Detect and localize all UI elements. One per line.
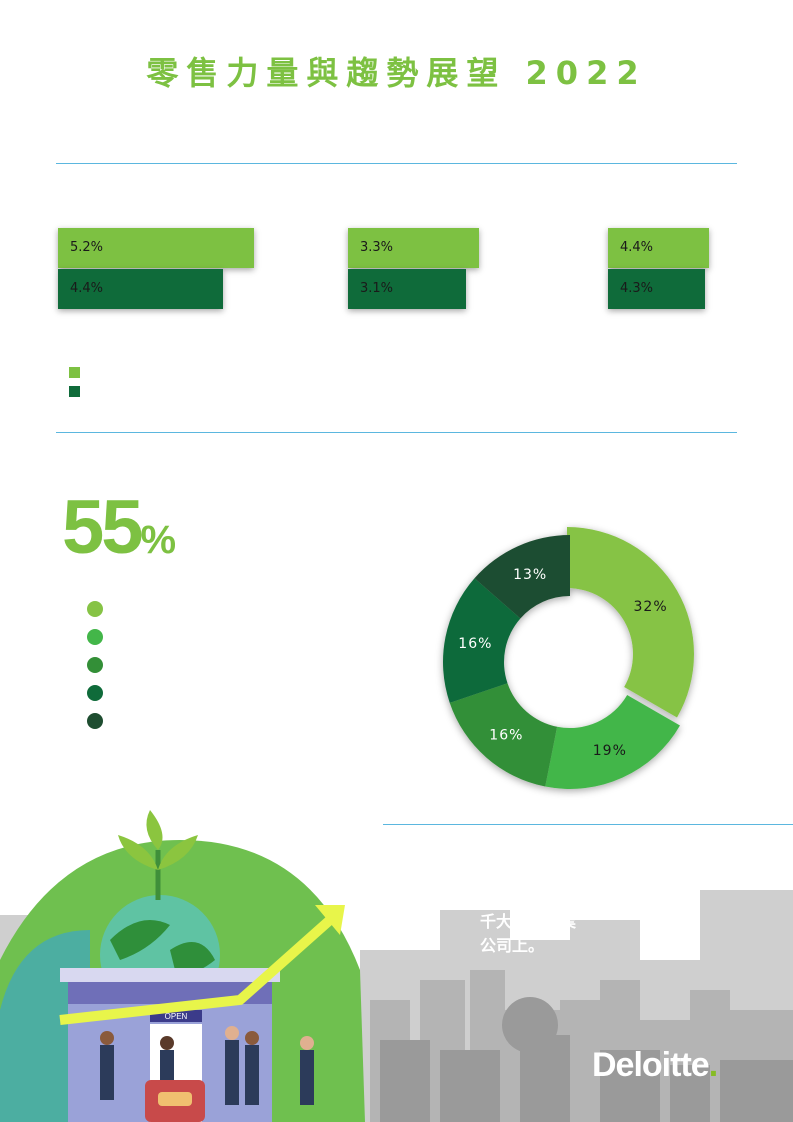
growth-bar-light-1: 5.2% <box>58 228 254 268</box>
legend-dot-2 <box>87 629 103 645</box>
divider-bottom <box>383 824 793 825</box>
donut-label-3: 16% <box>489 728 523 744</box>
deloitte-logo: Deloitte. <box>592 1046 719 1085</box>
donut-label-5: 13% <box>513 567 547 583</box>
donut-slice-5 <box>474 535 570 619</box>
footer-text-line-1: 千大零售企業 <box>480 912 577 931</box>
logo-wordmark: Deloitte <box>592 1046 710 1084</box>
divider-middle <box>56 432 737 433</box>
growth-bar-dark-3: 4.3% <box>608 269 705 309</box>
footer-text: 千大零售企業 公司上。 <box>480 910 740 958</box>
donut-slice-2 <box>545 695 680 790</box>
legend-dot-1 <box>87 601 103 617</box>
headline-percentage: 55% <box>62 484 176 571</box>
legend-swatch-dark <box>69 386 80 397</box>
donut-label-2: 19% <box>593 743 627 759</box>
growth-bar-dark-2: 3.1% <box>348 269 466 309</box>
page-title: 零售力量與趨勢展望 2022 <box>146 54 647 92</box>
retail-illustration: OPEN <box>0 810 793 1122</box>
growth-bar-dark-1: 4.4% <box>58 269 223 309</box>
svg-text:OPEN: OPEN <box>165 1012 188 1021</box>
donut-label-4: 16% <box>458 636 492 652</box>
legend-swatch-light <box>69 367 80 378</box>
growth-bar-light-3: 4.4% <box>608 228 709 268</box>
donut-slice-1 <box>567 527 694 718</box>
footer-text-line-2: 公司上。 <box>480 936 545 955</box>
headline-number: 55 <box>62 485 144 570</box>
legend-dot-5 <box>87 713 103 729</box>
donut-slice-4 <box>442 578 521 703</box>
growth-bar-light-2: 3.3% <box>348 228 479 268</box>
headline-unit: % <box>140 518 177 562</box>
donut-label-1: 32% <box>634 599 668 615</box>
donut-slice-3 <box>449 683 558 787</box>
logo-period: . <box>708 1046 719 1084</box>
divider-top <box>56 163 737 164</box>
legend-dot-3 <box>87 657 103 673</box>
legend-dot-4 <box>87 685 103 701</box>
